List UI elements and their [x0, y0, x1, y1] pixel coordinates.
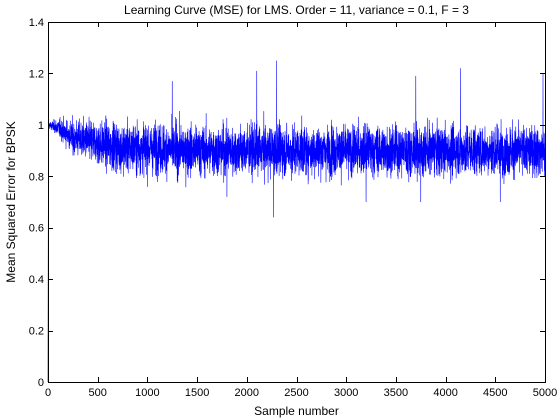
x-tick-label: 2000 [235, 387, 259, 399]
x-tick-label: 3000 [334, 387, 358, 399]
y-tick-label: 0.6 [29, 223, 44, 235]
series-line [47, 60, 546, 383]
x-tick-label: 5000 [533, 387, 557, 399]
x-tick-label: 1500 [185, 387, 209, 399]
y-tick-label: 0 [38, 377, 44, 389]
y-tick-label: 1.4 [29, 17, 44, 29]
x-tick-label: 500 [89, 387, 107, 399]
plot-area [48, 22, 545, 382]
x-axis-title: Sample number [254, 404, 339, 418]
y-tick-label: 1.2 [29, 68, 44, 80]
y-tick-label: 0.8 [29, 171, 44, 183]
x-tick-label: 3500 [384, 387, 408, 399]
y-tick-label: 0.2 [29, 326, 44, 338]
x-tick-label: 1000 [135, 387, 159, 399]
x-tick-label: 0 [45, 387, 51, 399]
ticks-group: 0 500 1000 1500 2000 2500 3000 3500 4000 4500 5000… [29, 17, 558, 399]
y-tick-label: 1 [38, 120, 44, 132]
chart-title: Learning Curve (MSE) for LMS. Order = 11… [124, 3, 469, 17]
x-tick-label: 4000 [433, 387, 457, 399]
y-tick-label: 0.4 [29, 274, 44, 286]
x-tick-label: 2500 [284, 387, 308, 399]
y-axis-title: Mean Squared Error for BPSK [4, 121, 18, 282]
x-tick-label: 4500 [483, 387, 507, 399]
series-group [47, 60, 546, 383]
